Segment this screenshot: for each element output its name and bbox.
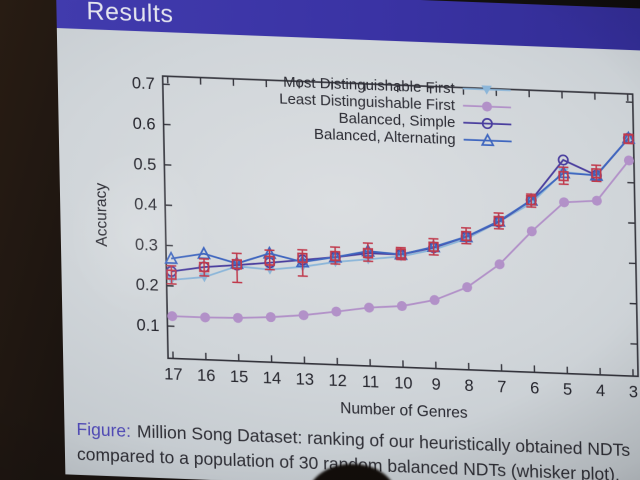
slide-title: Results (86, 0, 174, 29)
y-tick-label: 0.4 (134, 195, 157, 214)
y-axis: 0.1 0.2 0.3 0.4 0.5 0.6 0.7 Accuracy (93, 74, 638, 345)
x-tick-label: 8 (464, 377, 474, 395)
chart-svg: 17 16 15 14 13 12 11 10 9 8 7 6 5 4 3 Number of Genres 0… (93, 74, 639, 422)
x-tick-label: 14 (263, 369, 282, 388)
series-line (171, 137, 630, 281)
x-tick-label: 11 (362, 373, 379, 392)
x-tick-label: 13 (295, 370, 314, 389)
y-axis-title: Accuracy (93, 182, 111, 247)
x-tick-label: 6 (530, 379, 540, 397)
legend-label: Balanced, Simple (339, 110, 456, 131)
series-1 (167, 155, 634, 323)
x-tick-label: 16 (197, 366, 216, 385)
x-axis-title: Number of Genres (340, 400, 468, 422)
legend-label: Least Distinguishable First (279, 91, 456, 115)
whisker-series (166, 133, 634, 285)
x-tick-label: 10 (394, 374, 413, 393)
x-tick-label: 9 (431, 375, 441, 393)
slide: Results 17 16 15 14 13 12 11 10 9 8 7 6 5 4 3 Number of… (56, 0, 640, 480)
x-tick-label: 4 (596, 382, 606, 400)
x-tick-label: 12 (328, 371, 347, 390)
y-tick-label: 0.7 (132, 74, 155, 93)
x-tick-label: 17 (164, 365, 183, 384)
x-tick-label: 15 (230, 368, 249, 387)
y-tick-label: 0.3 (135, 236, 158, 255)
legend-label: Balanced, Alternating (314, 126, 456, 148)
x-axis: 17 16 15 14 13 12 11 10 9 8 7 6 5 4 3 Number of Genres (164, 76, 639, 422)
y-tick-label: 0.6 (132, 115, 155, 134)
audience-head-silhouette (306, 464, 398, 480)
chart-plot: 17 16 15 14 13 12 11 10 9 8 7 6 5 4 3 Number of Genres 0… (82, 45, 640, 439)
figure-label: Figure: (76, 418, 132, 441)
y-tick-label: 0.5 (133, 155, 156, 174)
legend-label: Most Distinguishable First (283, 74, 456, 98)
x-tick-label: 3 (629, 383, 639, 401)
x-tick-label: 5 (563, 380, 573, 398)
y-tick-label: 0.1 (136, 316, 159, 335)
y-tick-label: 0.2 (136, 276, 159, 295)
x-tick-label: 7 (497, 378, 507, 396)
